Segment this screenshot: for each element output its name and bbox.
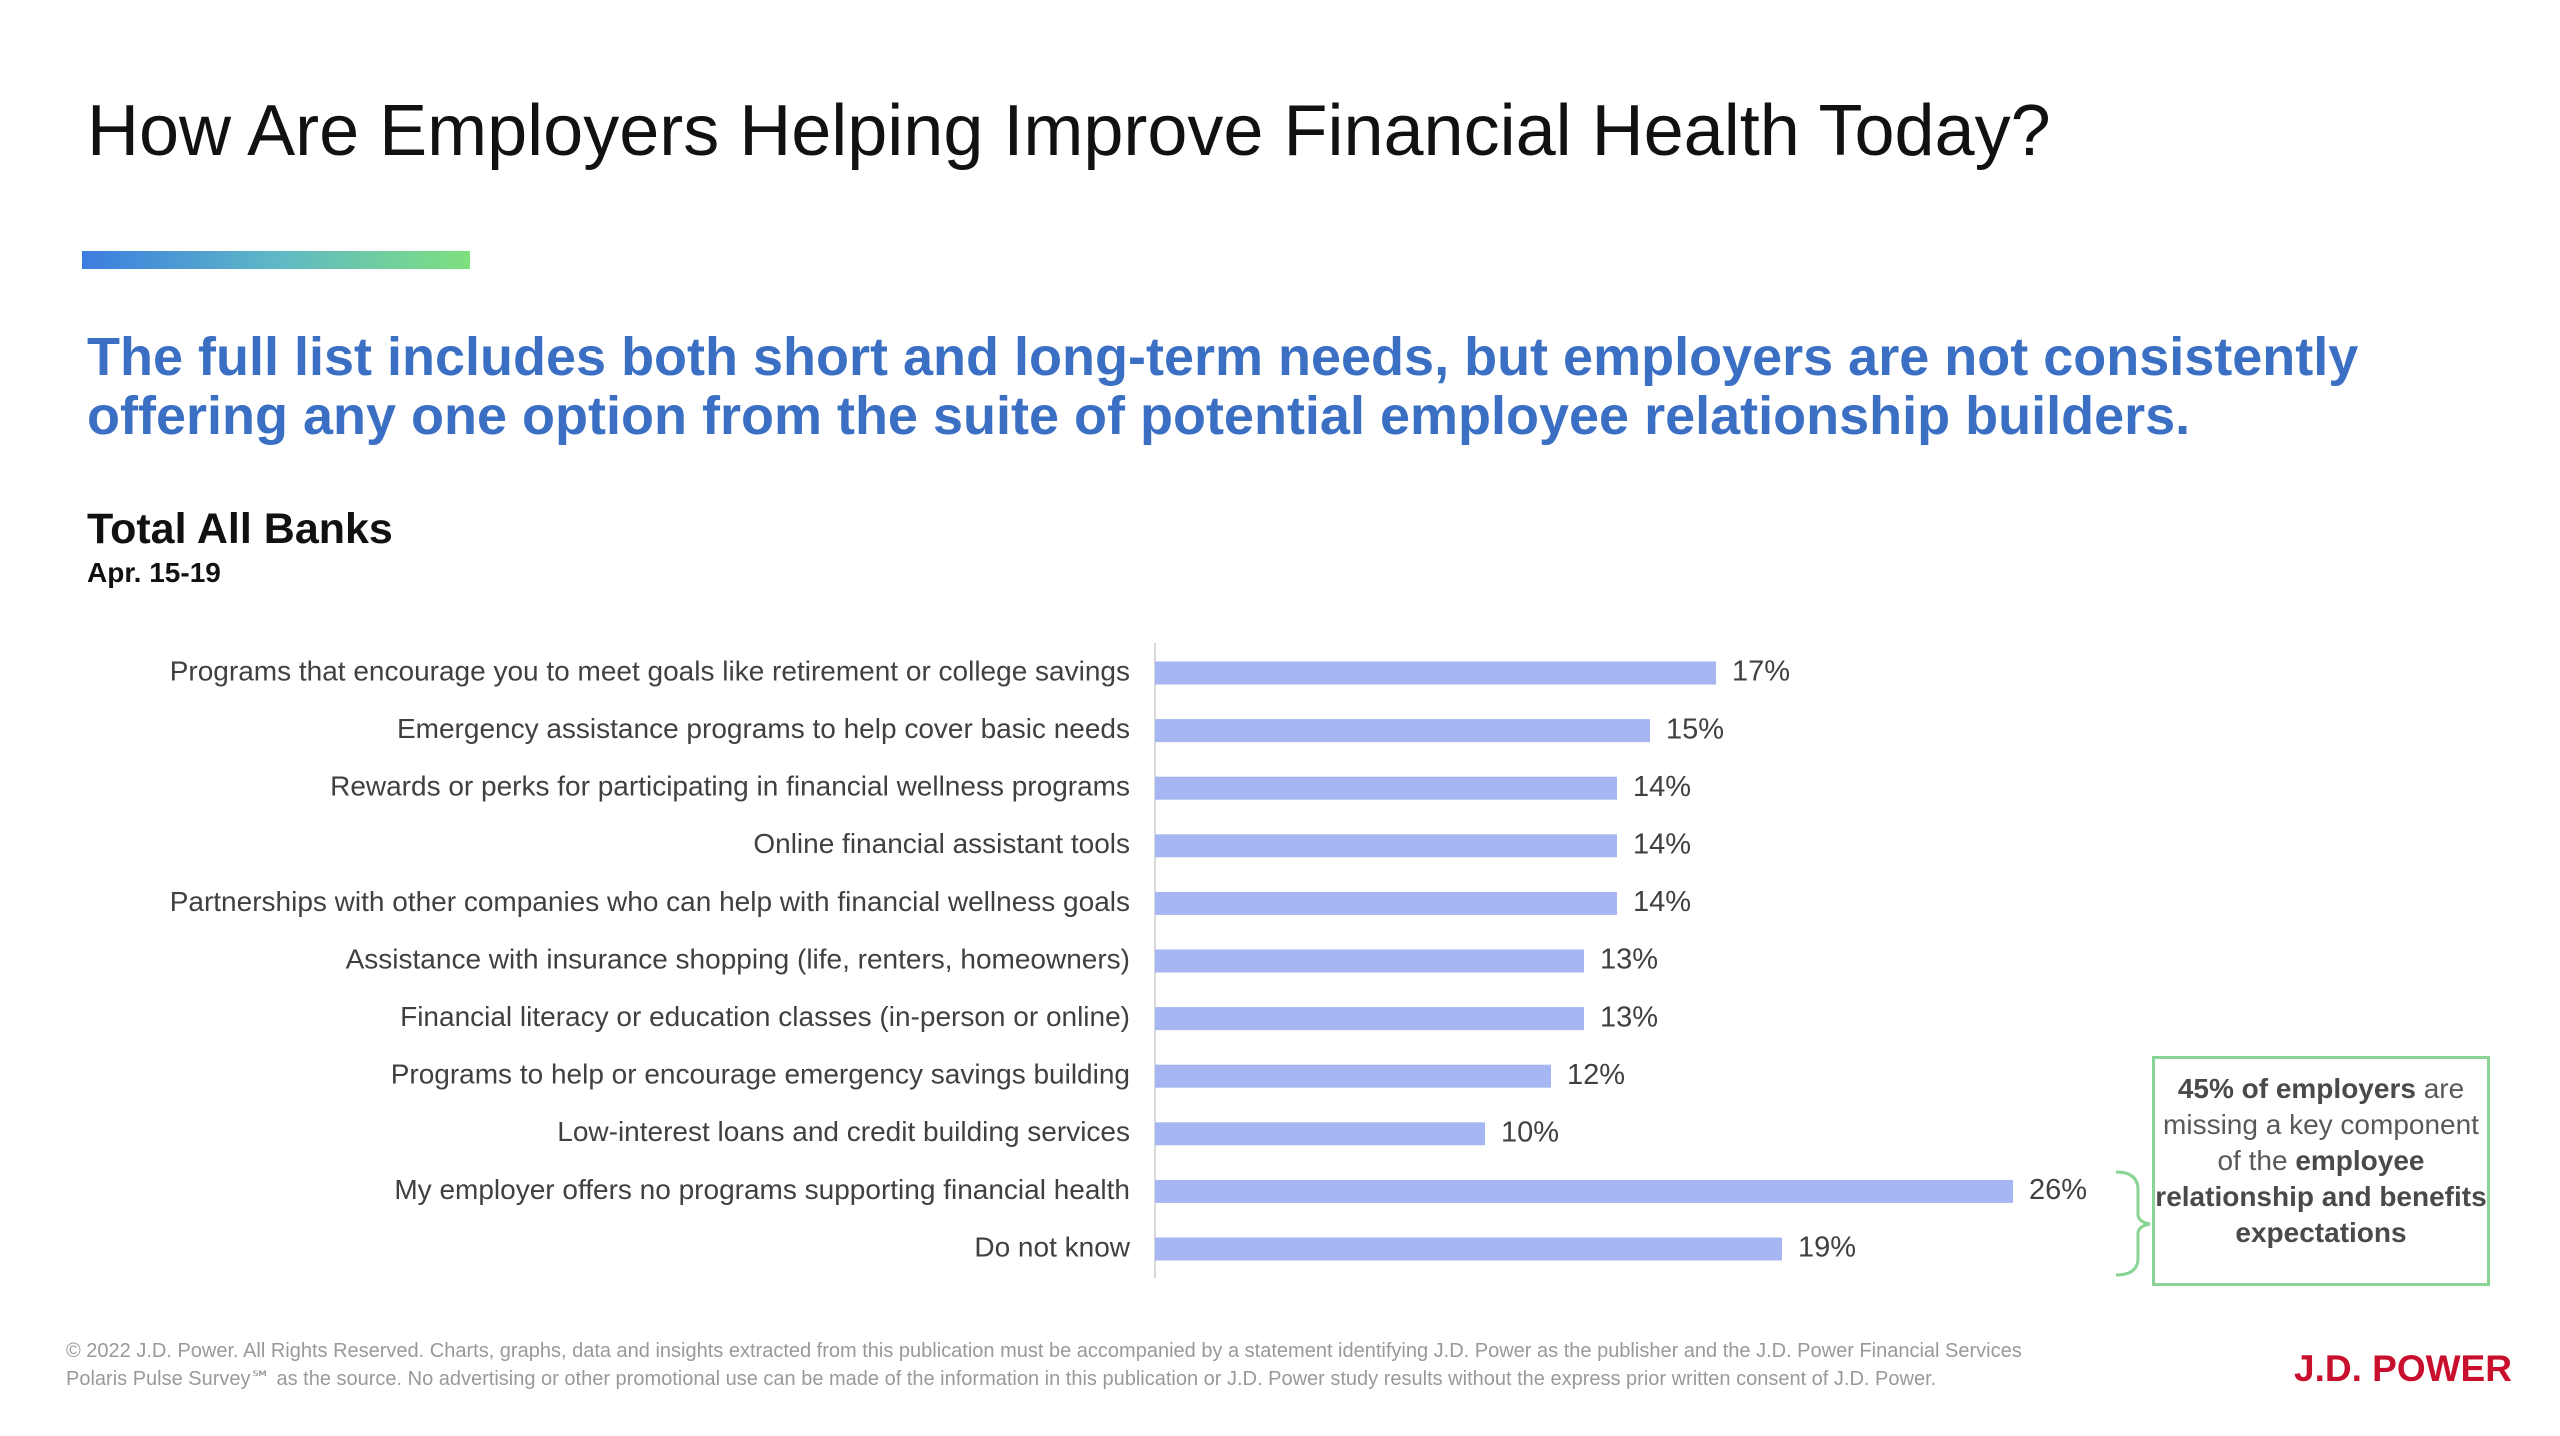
bar bbox=[1155, 949, 1584, 973]
category-label: Financial literacy or education classes … bbox=[400, 1001, 1130, 1032]
value-label: 14% bbox=[1633, 771, 1691, 803]
value-label: 13% bbox=[1600, 1001, 1658, 1033]
accent-bar bbox=[82, 251, 470, 269]
category-label: Emergency assistance programs to help co… bbox=[397, 713, 1130, 744]
chart-title: Total All Banks bbox=[87, 505, 393, 553]
category-label: Assistance with insurance shopping (life… bbox=[346, 943, 1130, 974]
value-label: 10% bbox=[1501, 1116, 1559, 1148]
logo: J.D. POWER bbox=[2294, 1348, 2512, 1389]
bar bbox=[1155, 891, 1617, 915]
bar bbox=[1155, 776, 1617, 800]
bar bbox=[1155, 1064, 1551, 1088]
category-label: Low-interest loans and credit building s… bbox=[557, 1116, 1130, 1147]
bar bbox=[1155, 719, 1650, 743]
category-label: Programs to help or encourage emergency … bbox=[391, 1059, 1130, 1090]
value-label: 17% bbox=[1732, 656, 1790, 688]
value-label: 15% bbox=[1666, 713, 1724, 745]
value-label: 13% bbox=[1600, 944, 1658, 976]
bar bbox=[1155, 1007, 1584, 1031]
chart-subtitle: Apr. 15-19 bbox=[87, 557, 221, 588]
subtitle: offering any one option from the suite o… bbox=[87, 386, 2191, 446]
category-label: Rewards or perks for participating in fi… bbox=[330, 771, 1130, 802]
category-label: My employer offers no programs supportin… bbox=[394, 1174, 1130, 1205]
value-label: 26% bbox=[2029, 1174, 2087, 1206]
subtitle: The full list includes both short and lo… bbox=[87, 327, 2359, 387]
bar bbox=[1155, 834, 1617, 858]
value-label: 14% bbox=[1633, 886, 1691, 918]
bar bbox=[1155, 1179, 2013, 1203]
category-label: Online financial assistant tools bbox=[753, 828, 1130, 859]
category-label: Programs that encourage you to meet goal… bbox=[170, 655, 1130, 686]
value-label: 12% bbox=[1567, 1059, 1625, 1091]
slide-title: How Are Employers Helping Improve Financ… bbox=[87, 91, 2051, 171]
callout: 45% of employers are missing a key compo… bbox=[2152, 1056, 2490, 1286]
callout-text: 45% of employers bbox=[2177, 1073, 2416, 1104]
footer-text: Polaris Pulse Survey℠ as the source. No … bbox=[66, 1368, 1937, 1390]
callout-text: employee relationship and benefits expec… bbox=[2155, 1145, 2487, 1248]
bracket bbox=[2115, 1170, 2151, 1277]
bar bbox=[1155, 1237, 1782, 1261]
footer-text: © 2022 J.D. Power. All Rights Reserved. … bbox=[66, 1340, 2022, 1362]
callout-text: are missing a key component of the bbox=[2163, 1073, 2479, 1176]
category-label: Partnerships with other companies who ca… bbox=[170, 886, 1130, 917]
bar bbox=[1155, 1122, 1485, 1146]
bar bbox=[1155, 661, 1716, 685]
value-label: 14% bbox=[1633, 828, 1691, 860]
category-label: Do not know bbox=[974, 1231, 1130, 1262]
value-label: 19% bbox=[1798, 1232, 1856, 1264]
